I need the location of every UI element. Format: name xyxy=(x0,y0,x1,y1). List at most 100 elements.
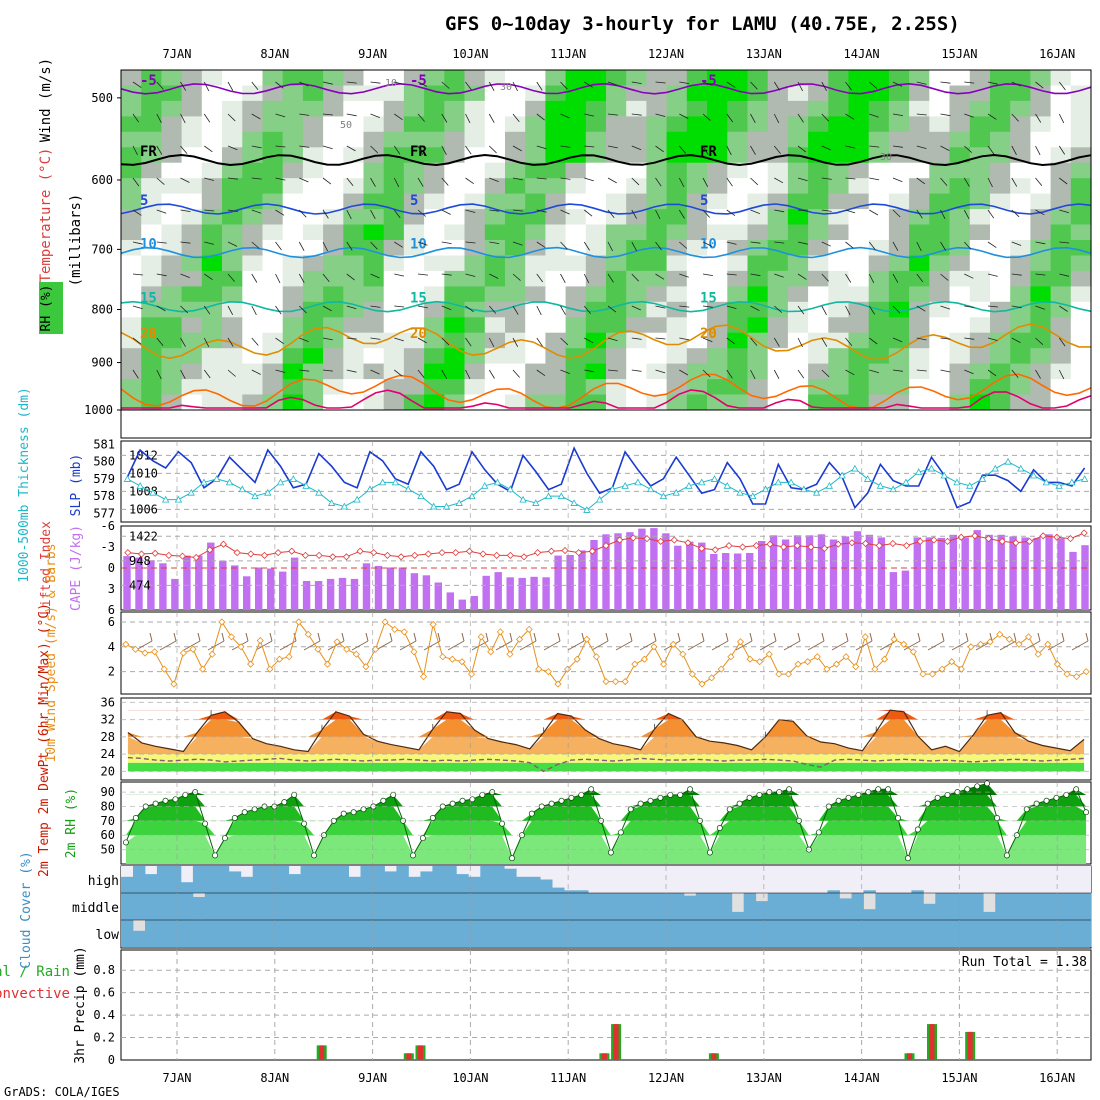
rh-shading-cell xyxy=(848,255,870,272)
wind-barb xyxy=(536,337,543,347)
wind-barb xyxy=(964,81,975,84)
rh-shading-cell xyxy=(747,348,769,365)
rh-shading-cell xyxy=(828,379,850,396)
cloud-cover-bar xyxy=(911,920,924,947)
surface-wind-barb xyxy=(447,640,465,651)
rh-shading-cell xyxy=(868,178,890,195)
wind-speed-marker xyxy=(122,640,130,648)
wind-barb xyxy=(251,241,260,249)
cape-bar xyxy=(1021,537,1029,610)
thickness-marker xyxy=(800,485,808,493)
lifted-index-marker xyxy=(943,537,952,545)
wind-barb xyxy=(180,337,186,347)
wind-barb xyxy=(299,177,309,183)
thickness-marker xyxy=(774,478,782,486)
rh-shading-cell xyxy=(302,131,324,148)
wind-speed-marker xyxy=(804,658,812,666)
rh-shading-cell xyxy=(545,162,567,179)
rh-shading-cell xyxy=(1070,162,1092,179)
rh-shading-cell xyxy=(787,270,809,287)
wind-barb xyxy=(774,177,784,184)
pressure-tick: 1000 xyxy=(84,403,113,417)
rh-shading-cell xyxy=(1030,147,1052,164)
cloud-cover-bar xyxy=(216,893,230,920)
wind-barb xyxy=(1059,177,1068,185)
rh-shading-cell xyxy=(828,394,850,411)
rh-shading-cell xyxy=(525,332,546,349)
rh-shading-cell xyxy=(707,348,728,365)
wind-speed-marker xyxy=(247,660,255,668)
rh-shading-cell xyxy=(868,332,890,349)
lifted-index-marker xyxy=(438,549,446,557)
wind-barb xyxy=(299,305,307,314)
rh-shading-cell xyxy=(727,286,749,303)
wind-barb xyxy=(679,305,690,308)
wind-barb xyxy=(750,113,756,123)
rh-shading-cell xyxy=(990,301,1011,318)
wind-barb xyxy=(750,177,759,186)
rh-shading-cell xyxy=(909,193,930,210)
cloud-cover-bar xyxy=(252,866,266,893)
rh-shading-cell xyxy=(222,116,243,133)
cape-bar xyxy=(171,578,179,610)
rh-shading-cell xyxy=(969,240,991,257)
lifted-index-marker xyxy=(124,549,132,557)
wind-barb xyxy=(940,177,948,186)
wind-speed-marker xyxy=(842,653,850,661)
cloud-cover-bar xyxy=(671,920,685,947)
rh-shading-cell xyxy=(403,301,425,318)
temperature-contour-label: -5 xyxy=(700,73,717,89)
temperature-contour-label: 15 xyxy=(700,291,717,307)
rh-shading-cell xyxy=(646,147,668,164)
precip-convective-bar xyxy=(967,1031,973,1060)
rh-shading-cell xyxy=(969,178,991,195)
rh-legend-swatch xyxy=(39,282,63,334)
wind-barb xyxy=(132,177,140,187)
rh-shading-cell xyxy=(484,193,506,210)
wind-speed-marker xyxy=(275,655,284,663)
wind-speed-marker xyxy=(1025,633,1033,641)
rh-shading-cell xyxy=(383,224,405,241)
wind-barb xyxy=(346,145,356,152)
wind-speed-marker xyxy=(996,630,1004,638)
cloud-cover-bar xyxy=(815,920,828,947)
surface-wind-barb xyxy=(927,640,945,651)
wind-speed-marker xyxy=(679,650,687,658)
wind-speed-marker xyxy=(852,663,860,671)
surface-wind-barb-flag xyxy=(149,632,153,642)
rh-marker xyxy=(637,800,644,807)
wind-barb xyxy=(394,337,404,342)
rh-shading-cell xyxy=(525,100,546,117)
rh-shading-cell xyxy=(141,379,162,396)
rh-shading-cell xyxy=(1070,270,1092,287)
rh-shading-cell xyxy=(969,270,991,287)
rh-shading-cell xyxy=(666,270,688,287)
rh-shading-cell xyxy=(383,301,405,318)
rh-shading-cell xyxy=(141,255,162,272)
wind-barb xyxy=(156,209,167,214)
wind-barb xyxy=(512,113,520,123)
wind-barb xyxy=(797,145,807,153)
rh-shading-cell xyxy=(424,100,445,117)
thickness-marker xyxy=(213,475,221,482)
wind-barb xyxy=(987,145,995,155)
rh-shading-cell xyxy=(403,363,425,380)
cloud-cover-bar xyxy=(899,920,912,947)
wind-barb xyxy=(607,177,617,184)
wind-barb xyxy=(441,369,448,379)
wind-barb xyxy=(204,209,215,212)
surface-wind-barb-flag xyxy=(485,632,489,642)
rh-shading-cell xyxy=(383,85,405,102)
wind-barb xyxy=(465,177,474,185)
rh-marker xyxy=(914,826,921,833)
rh-shading-cell xyxy=(201,270,223,287)
rh-shading-cell xyxy=(929,224,951,241)
cape-bar xyxy=(841,536,850,610)
rh-shading-cell xyxy=(1070,85,1092,102)
rh-shading-cell xyxy=(403,286,425,303)
wind-speed-marker xyxy=(439,653,447,661)
wind-barb xyxy=(417,145,424,155)
temperature-contour-label: -5 xyxy=(410,73,427,89)
rh-shading-cell xyxy=(1070,240,1092,257)
rh-shading-cell xyxy=(343,116,365,133)
